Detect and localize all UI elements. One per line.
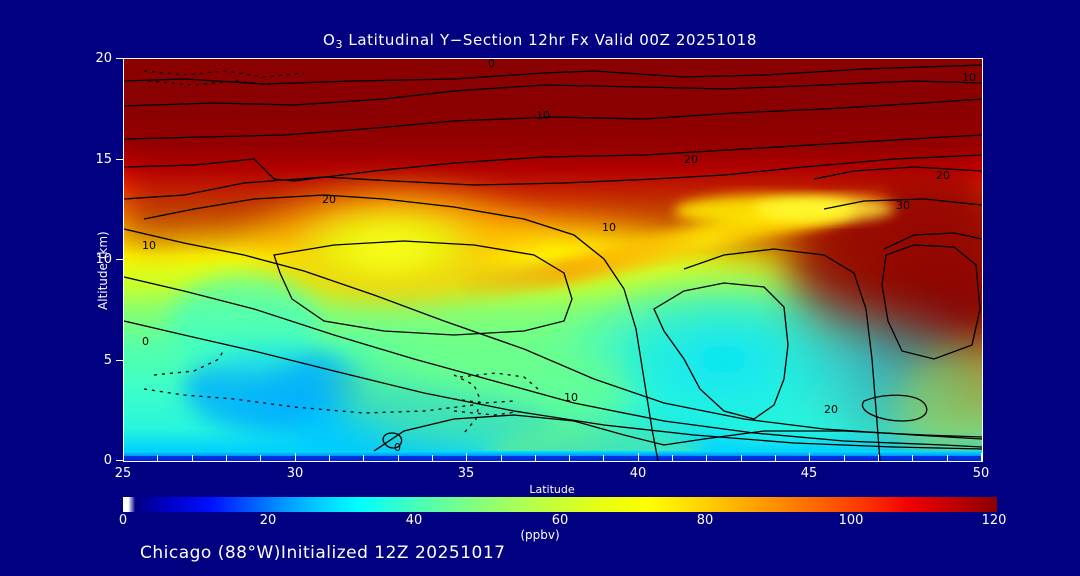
colorbar-tick-0: 0 — [118, 513, 128, 528]
x-tickmark-minor — [534, 455, 536, 461]
y-tick-20: 20 — [95, 51, 112, 66]
contour-label: 20 — [684, 153, 698, 166]
page-title: O3 Latitudinal Y−Section 12hr Fx Valid 0… — [0, 31, 1080, 51]
x-tickmark-minor — [603, 455, 605, 461]
contour-label: 0 — [394, 441, 401, 454]
x-tickmark-minor — [672, 455, 674, 461]
contour-label: 10 — [142, 239, 156, 252]
x-tickmark-major — [637, 453, 639, 461]
x-tickmark-major — [981, 453, 982, 461]
x-tick-50: 50 — [972, 466, 990, 481]
y-axis-label: Altitude (km) — [96, 231, 110, 310]
y-tickmark — [116, 58, 124, 59]
x-tickmark-minor — [912, 455, 914, 461]
x-tickmark-minor — [191, 455, 193, 461]
x-tickmark-major — [809, 453, 811, 461]
x-tickmark-minor — [706, 455, 708, 461]
y-tickmark — [116, 159, 124, 160]
y-tick-0: 0 — [103, 453, 112, 468]
colorbar-tick-60: 60 — [551, 513, 569, 528]
contour-label: 10 — [602, 221, 616, 234]
y-tick-5: 5 — [103, 353, 112, 368]
x-tickmark-minor — [431, 455, 433, 461]
colorbar-tick-120: 120 — [981, 513, 1007, 528]
colorbar-tick-40: 40 — [405, 513, 423, 528]
x-tick-30: 30 — [286, 466, 304, 481]
y-tickmark — [116, 360, 124, 361]
colorbar-unit-label: (ppbv) — [520, 528, 560, 542]
x-tickmark-minor — [260, 455, 262, 461]
y-tick-15: 15 — [95, 152, 112, 167]
x-tickmark-minor — [363, 455, 365, 461]
contour-label: 20 — [824, 403, 838, 416]
contour-label: 10 — [564, 391, 578, 404]
x-tickmark-minor — [157, 455, 159, 461]
x-tick-25: 25 — [114, 466, 132, 481]
x-tickmark-minor — [775, 455, 777, 461]
x-tickmark-minor — [569, 455, 571, 461]
contour-lines-layer: 0 10 10 20 20 20 30 10 10 0 10 20 0 — [124, 59, 982, 461]
x-tickmark-minor — [740, 455, 742, 461]
x-tickmark-minor — [397, 455, 399, 461]
x-tickmark-minor — [225, 455, 227, 461]
x-axis-label: Latitude — [529, 483, 575, 496]
colorbar[interactable] — [123, 497, 997, 512]
contour-label: 10 — [536, 109, 550, 122]
plot-inner: 0 10 10 20 20 20 30 10 10 0 10 20 0 — [124, 59, 982, 461]
x-tick-45: 45 — [800, 466, 818, 481]
x-tickmark-major — [123, 453, 124, 461]
contour-label: 30 — [896, 199, 910, 212]
x-tickmark-minor — [328, 455, 330, 461]
figure-caption: Chicago (88°W)Initialized 12Z 20251017 — [140, 543, 506, 563]
contour-label: 10 — [962, 71, 976, 84]
x-tick-35: 35 — [457, 466, 475, 481]
contour-label: 20 — [936, 169, 950, 182]
colorbar-tick-20: 20 — [259, 513, 277, 528]
title-rest: Latitudinal Y−Section 12hr Fx Valid 00Z … — [343, 31, 757, 49]
x-tickmark-minor — [946, 455, 948, 461]
title-o3: O — [323, 31, 336, 49]
x-tick-40: 40 — [629, 466, 647, 481]
x-tickmark-minor — [878, 455, 880, 461]
contour-label: 20 — [322, 193, 336, 206]
x-tickmark-major — [294, 453, 296, 461]
contour-label: 0 — [142, 335, 149, 348]
contour-label: 0 — [488, 59, 495, 70]
y-tick-10: 10 — [95, 252, 112, 267]
x-tickmark-major — [466, 453, 468, 461]
y-tickmark — [116, 460, 124, 461]
title-subscript: 3 — [335, 38, 344, 51]
contour-plot-axes: 0 10 10 20 20 20 30 10 10 0 10 20 0 — [123, 58, 983, 462]
y-tickmark — [116, 259, 124, 260]
colorbar-tick-100: 100 — [838, 513, 864, 528]
colorbar-tick-80: 80 — [696, 513, 714, 528]
x-tickmark-minor — [500, 455, 502, 461]
x-tickmark-minor — [843, 455, 845, 461]
